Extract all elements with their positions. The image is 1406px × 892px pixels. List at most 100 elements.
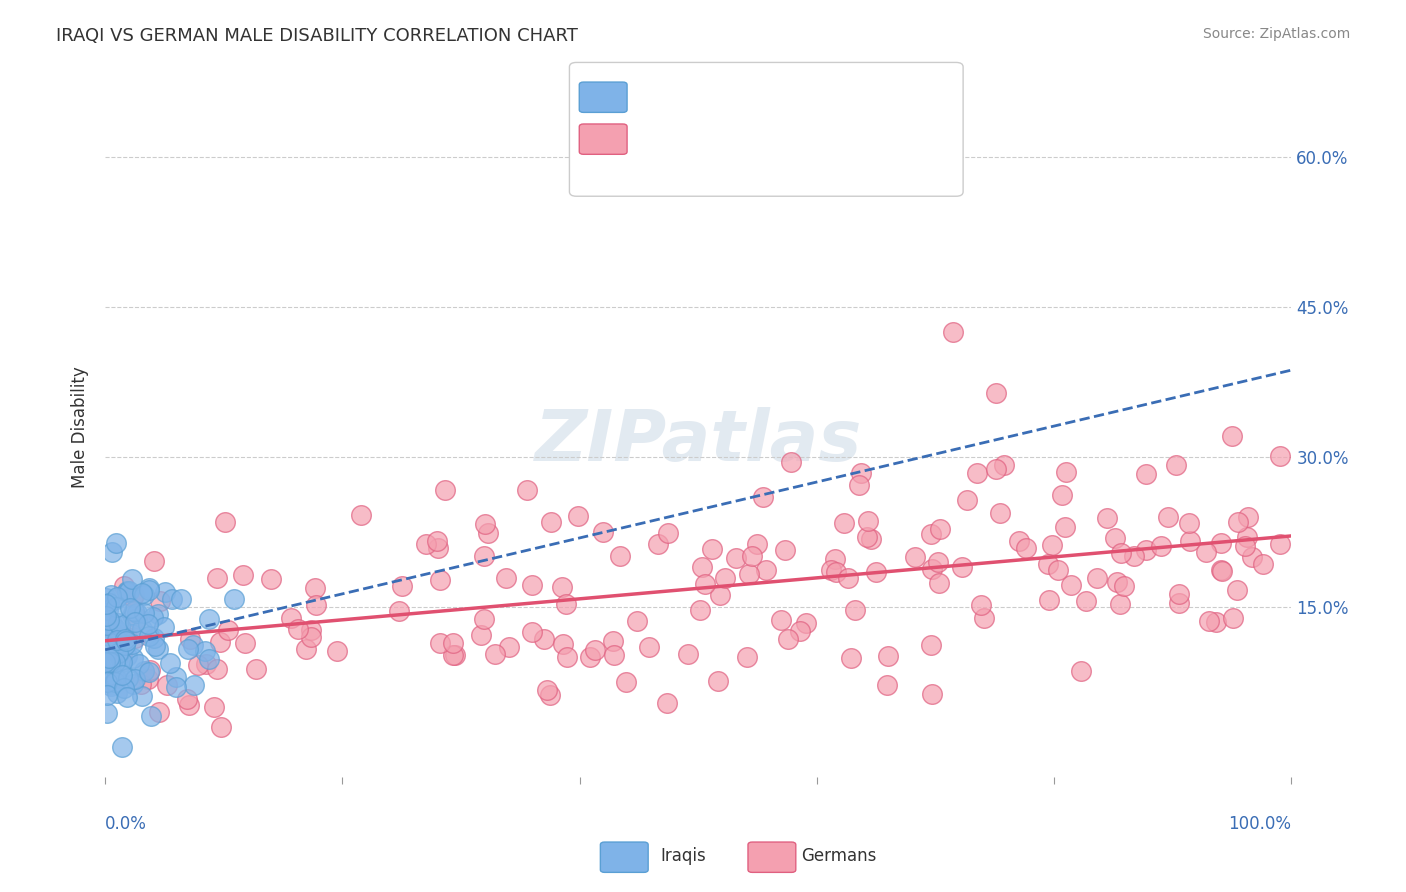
Point bbox=[1038, 557, 1060, 571]
Point bbox=[1109, 546, 1132, 560]
Point bbox=[245, 662, 267, 676]
Point bbox=[179, 632, 201, 647]
Point bbox=[1240, 550, 1263, 565]
Point bbox=[839, 651, 862, 665]
Point bbox=[94, 655, 117, 669]
Point bbox=[859, 532, 882, 546]
Point bbox=[553, 637, 575, 651]
Point bbox=[121, 608, 143, 623]
Point bbox=[474, 516, 496, 531]
Point bbox=[138, 629, 160, 643]
Point bbox=[165, 670, 187, 684]
Point bbox=[97, 641, 120, 656]
Point bbox=[706, 673, 728, 688]
Point bbox=[443, 648, 465, 662]
Text: R = 0.398: R = 0.398 bbox=[598, 131, 688, 149]
Point bbox=[1097, 511, 1119, 525]
Point bbox=[122, 651, 145, 665]
Point bbox=[148, 642, 170, 657]
Point bbox=[1007, 534, 1029, 549]
Point bbox=[921, 687, 943, 701]
Point bbox=[1109, 597, 1132, 611]
Point bbox=[1237, 510, 1260, 524]
Point bbox=[1198, 615, 1220, 629]
Point bbox=[1236, 530, 1258, 544]
Point bbox=[235, 636, 257, 650]
Point bbox=[583, 643, 606, 657]
Point bbox=[96, 689, 118, 703]
Point bbox=[100, 589, 122, 603]
Point bbox=[429, 636, 451, 650]
Point bbox=[848, 477, 870, 491]
Point bbox=[118, 601, 141, 615]
Point bbox=[101, 677, 124, 691]
Point bbox=[232, 568, 254, 582]
Point bbox=[876, 678, 898, 692]
Point bbox=[1074, 594, 1097, 608]
Point bbox=[104, 622, 127, 636]
Point bbox=[920, 638, 942, 652]
Point bbox=[143, 639, 166, 653]
Point bbox=[98, 649, 121, 664]
Point bbox=[108, 660, 131, 674]
Point bbox=[107, 643, 129, 657]
Point bbox=[929, 522, 952, 536]
Point bbox=[124, 631, 146, 645]
Point bbox=[602, 634, 624, 648]
Point bbox=[472, 549, 495, 564]
Point bbox=[107, 646, 129, 660]
Point bbox=[101, 615, 124, 630]
Point bbox=[121, 626, 143, 640]
Point bbox=[415, 537, 437, 551]
Point bbox=[138, 663, 160, 677]
Point bbox=[96, 675, 118, 690]
Point bbox=[146, 607, 169, 621]
Point bbox=[299, 624, 322, 638]
Point bbox=[209, 720, 232, 734]
Point bbox=[114, 632, 136, 647]
Point bbox=[637, 640, 659, 654]
Point bbox=[579, 649, 602, 664]
Point bbox=[554, 597, 576, 611]
Point bbox=[1205, 615, 1227, 629]
Point bbox=[993, 458, 1015, 472]
Point bbox=[955, 492, 977, 507]
Point bbox=[1135, 542, 1157, 557]
Point bbox=[1070, 664, 1092, 678]
Point bbox=[125, 611, 148, 625]
Point bbox=[148, 705, 170, 719]
Point bbox=[103, 670, 125, 684]
Point bbox=[124, 615, 146, 630]
Point bbox=[115, 584, 138, 599]
Point bbox=[98, 613, 121, 627]
Point bbox=[533, 632, 555, 647]
Point bbox=[112, 631, 135, 645]
Point bbox=[856, 530, 879, 544]
Point bbox=[1112, 579, 1135, 593]
Point bbox=[122, 677, 145, 691]
Point bbox=[713, 571, 735, 585]
Point bbox=[155, 678, 177, 692]
Point bbox=[745, 537, 768, 551]
Point bbox=[755, 563, 778, 577]
Point bbox=[877, 648, 900, 663]
Text: N = 105: N = 105 bbox=[780, 89, 851, 107]
Point bbox=[153, 584, 176, 599]
Point bbox=[1040, 538, 1063, 552]
Point bbox=[844, 603, 866, 617]
Point bbox=[472, 612, 495, 626]
Point bbox=[689, 603, 711, 617]
Point bbox=[434, 483, 457, 498]
Point bbox=[108, 619, 131, 633]
Point bbox=[142, 610, 165, 624]
Point bbox=[105, 686, 128, 700]
Point bbox=[1209, 536, 1232, 550]
Point bbox=[138, 583, 160, 598]
Point bbox=[735, 649, 758, 664]
Point bbox=[555, 649, 578, 664]
Point bbox=[105, 536, 128, 550]
Point bbox=[217, 624, 239, 638]
Point bbox=[115, 634, 138, 648]
Point bbox=[1107, 575, 1129, 590]
Point bbox=[988, 506, 1011, 520]
